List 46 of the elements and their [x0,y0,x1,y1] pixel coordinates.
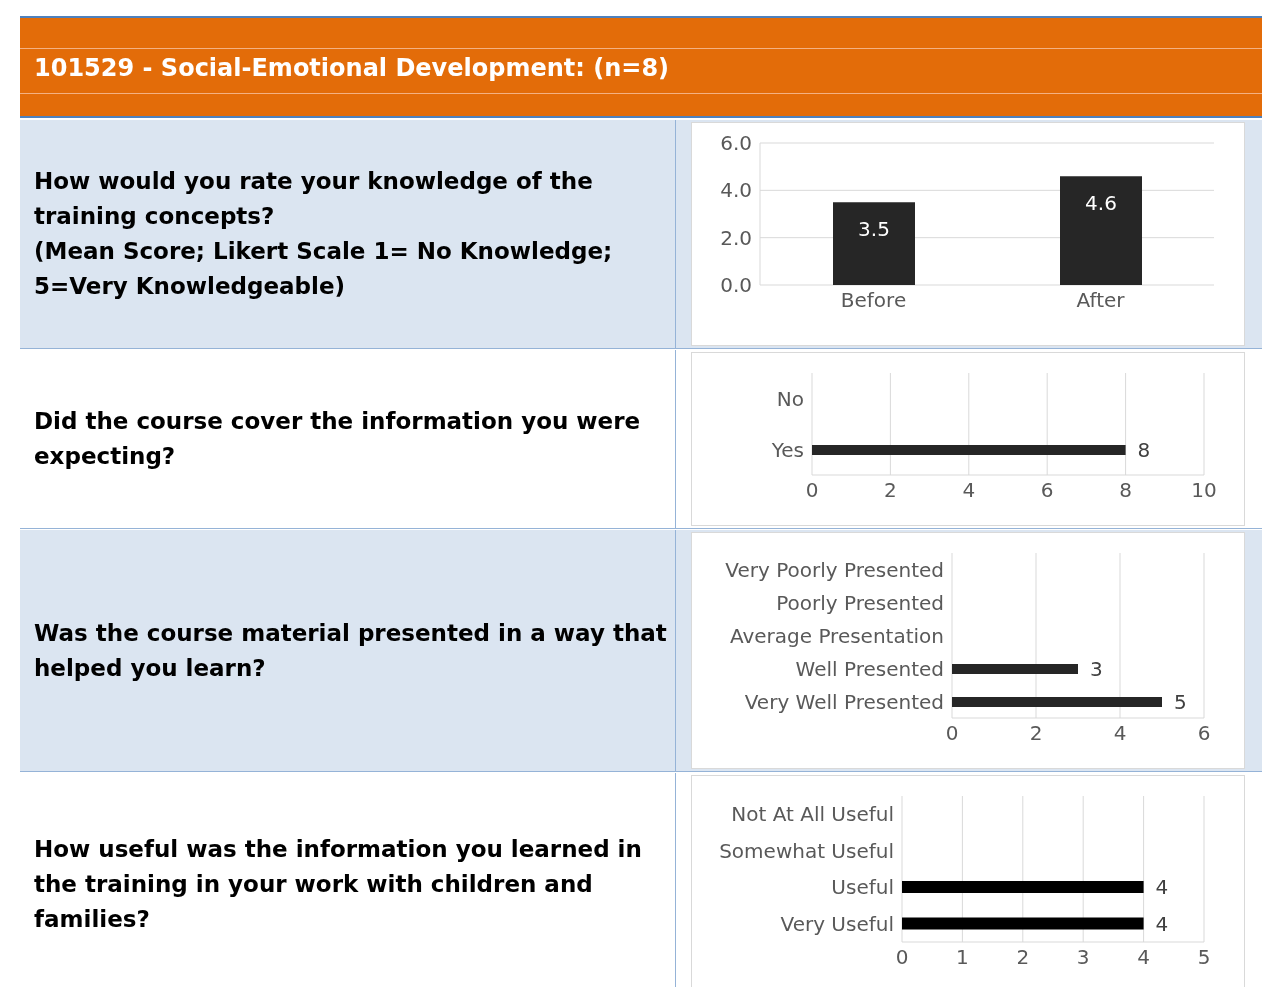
x-tick-label: 6 [1197,721,1211,746]
x-tick-label: 5 [1197,945,1211,970]
x-tick-label: 4 [1137,945,1150,970]
data-label: 4 [1155,875,1169,900]
y-tick-label: Well Presented [795,656,944,681]
data-label: 3.5 [858,217,890,242]
y-tick-label: Somewhat Useful [719,838,894,863]
text: How would you rate your knowledge of the training concepts? [34,167,594,231]
x-tick-label: 3 [1076,945,1090,970]
x-tick-label: 2 [1016,945,1030,970]
y-tick-label: 0.0 [720,273,752,298]
x-tick-label: 0 [895,945,909,970]
x-tick-label: Before [840,288,907,313]
text: (Mean Score; Likert Scale 1= No Knowledge; 5=Very Knowledgeable) [34,237,614,301]
data-label: 3 [1090,657,1103,682]
y-tick-label: Useful [831,875,894,900]
x-tick-label: 0 [805,478,819,503]
y-tick-label: 4.0 [720,178,752,203]
text: Was the course material presented in a way that helped you learn? [34,618,668,683]
text: Did the course cover the information you were expecting? [34,407,642,471]
y-tick-label: 6.0 [720,131,752,156]
text: How useful was the information you learned in the training in your work with children and families? [34,834,643,934]
x-tick-label: 0 [945,721,959,746]
y-tick-label: Not At All Useful [731,802,894,827]
y-tick-label: Average Presentation [729,623,944,648]
data-label: 8 [1137,438,1151,463]
x-tick-label: After [1076,288,1126,313]
y-tick-label: Poorly Presented [776,590,944,615]
y-tick-label: Very Well Presented [744,689,944,714]
text: 101529 - Social-Emotional Development: (n=8) [34,54,670,82]
data-label: 5 [1174,690,1187,715]
x-tick-label: 2 [1029,721,1043,746]
x-tick-label: 4 [962,478,976,503]
x-tick-label: 8 [1119,478,1132,503]
y-tick-label: 2.0 [720,225,752,250]
x-tick-label: 2 [884,478,897,503]
data-label: 4 [1155,911,1169,936]
x-tick-label: 10 [1191,478,1217,503]
x-tick-label: 6 [1040,478,1054,503]
data-label: 4.6 [1085,191,1117,216]
x-tick-label: 4 [1113,721,1127,746]
y-tick-label: Very Poorly Presented [725,557,944,582]
y-tick-label: No [776,386,804,411]
y-tick-label: Very Useful [780,911,894,936]
y-tick-label: Yes [770,437,804,462]
x-tick-label: 1 [956,945,969,970]
